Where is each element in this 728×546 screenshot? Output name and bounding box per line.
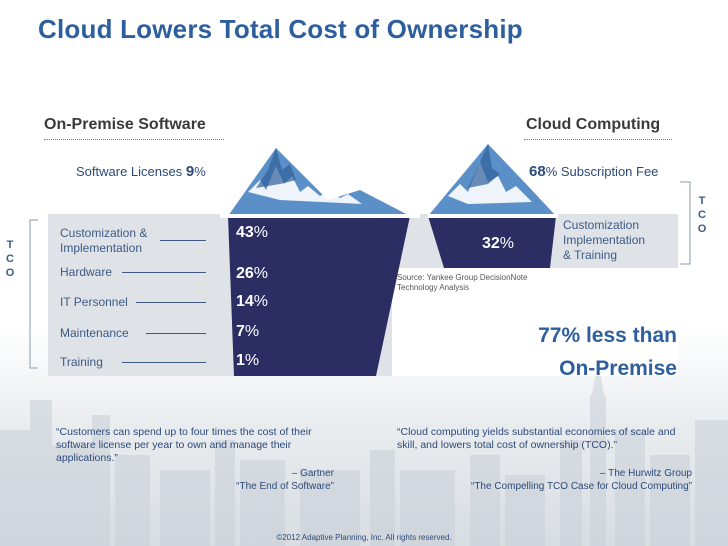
row-value-customization-number: 43: [236, 224, 254, 241]
row-value-hardware: 26%: [236, 265, 268, 283]
software-licenses-text: Software Licenses: [76, 164, 186, 179]
right-tco-c: C: [698, 209, 706, 221]
software-licenses-label: Software Licenses 9%: [76, 163, 206, 180]
software-licenses-unit: %: [194, 164, 206, 179]
leader-line-maintenance: [146, 333, 206, 334]
leader-line-hardware: [122, 272, 206, 273]
row-value-maintenance-unit: %: [244, 323, 260, 340]
left-tco-label: T C O: [4, 238, 16, 280]
cloud-heading-rule: [524, 139, 672, 140]
row-label-it-personnel: IT Personnel: [60, 295, 128, 309]
cloud-row-value: 32%: [482, 235, 514, 253]
hurwitz-work: “The Compelling TCO Case for Cloud Compu…: [470, 481, 692, 492]
savings-line-1: 77% less than: [538, 324, 677, 347]
row-value-it-personnel-unit: %: [253, 293, 269, 310]
cloud-heading: Cloud Computing: [526, 116, 661, 133]
cloud-iceberg-base: [428, 216, 556, 268]
row-label-training: Training: [60, 355, 103, 369]
subscription-fee-label: 68% Subscription Fee: [529, 163, 658, 180]
subscription-fee-unit: %: [545, 164, 558, 179]
cloud-row-value-unit: %: [499, 235, 515, 252]
on-premise-iceberg-base: [228, 216, 410, 376]
row-value-customization: 43%: [236, 224, 268, 242]
hurwitz-quote: “Cloud computing yields substantial econ…: [397, 426, 676, 451]
cloud-iceberg: [428, 144, 558, 268]
cloud-row-label: Customization Implementation & Training: [563, 218, 646, 262]
right-tco-bracket: [680, 181, 691, 265]
gartner-work: “The End of Software”: [236, 481, 334, 492]
source-note: Source: Yankee Group DecisionNote Techno…: [397, 273, 528, 292]
left-tco-c: C: [6, 253, 14, 265]
hurwitz-author: – The Hurwitz Group: [599, 468, 692, 479]
row-label-customization: Customization & Implementation: [60, 226, 148, 255]
row-label-maintenance: Maintenance: [60, 326, 129, 340]
leader-line-customization: [160, 240, 206, 241]
page-title: Cloud Lowers Total Cost of Ownership: [38, 14, 523, 44]
source-area: [392, 268, 678, 376]
copyright-footer: ©2012 Adaptive Planning, Inc. All rights…: [276, 533, 452, 542]
row-value-training-unit: %: [244, 352, 260, 369]
left-tco-o: O: [5, 267, 15, 279]
on-premise-heading: On-Premise Software: [44, 116, 206, 133]
left-tco-bracket: [29, 219, 38, 369]
gartner-author: – Gartner: [291, 468, 334, 479]
cloud-row-value-number: 32: [482, 235, 500, 252]
on-premise-heading-rule: [44, 139, 224, 140]
row-value-hardware-number: 26: [236, 265, 254, 282]
subscription-fee-value: 68: [529, 163, 546, 180]
row-value-hardware-unit: %: [253, 265, 269, 282]
right-tco-t: T: [698, 195, 706, 207]
row-value-training-number: 1: [236, 352, 245, 369]
right-tco-label: T C O: [696, 194, 708, 236]
row-value-maintenance-number: 7: [236, 323, 245, 340]
leader-line-training: [122, 362, 206, 363]
gartner-quote: “Customers can spend up to four times th…: [56, 426, 312, 464]
row-label-hardware: Hardware: [60, 265, 113, 279]
leader-line-it-personnel: [136, 302, 206, 303]
on-premise-iceberg: [220, 148, 420, 376]
savings-line-2: On-Premise: [559, 357, 677, 380]
row-value-it-personnel: 14%: [236, 293, 268, 311]
row-value-customization-unit: %: [253, 224, 269, 241]
right-tco-o: O: [697, 223, 707, 235]
row-value-maintenance: 7%: [236, 323, 259, 341]
row-value-training: 1%: [236, 352, 259, 370]
subscription-fee-text: Subscription Fee: [557, 164, 659, 179]
software-licenses-value: 9: [185, 163, 195, 180]
left-tco-t: T: [6, 239, 14, 251]
row-value-it-personnel-number: 14: [236, 293, 254, 310]
